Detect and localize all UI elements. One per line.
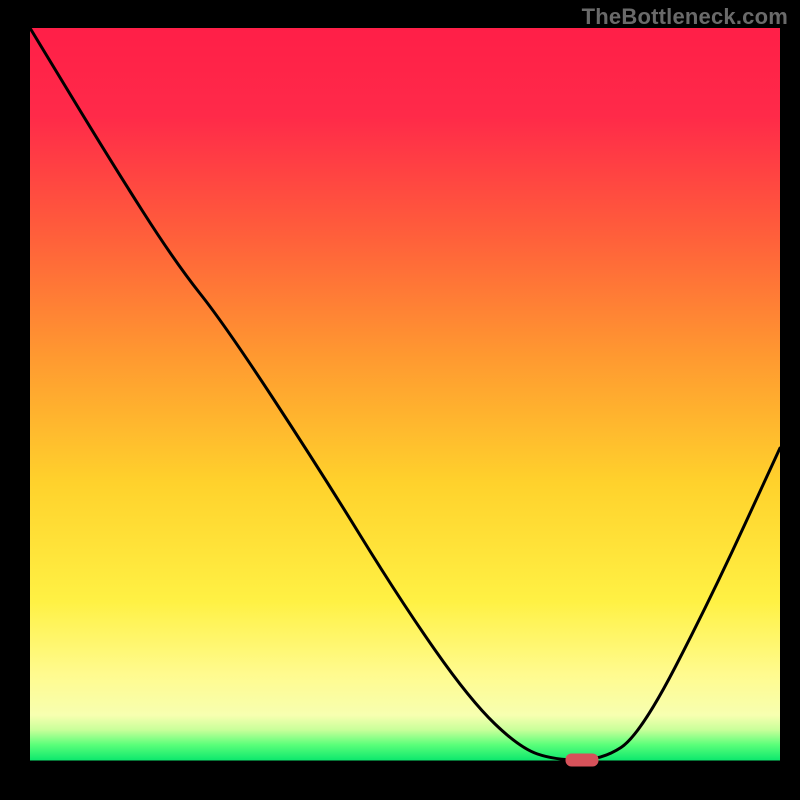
optimal-marker [566,754,599,767]
gradient-plot-area [30,28,780,763]
watermark-text: TheBottleneck.com [582,4,788,30]
bottleneck-chart: TheBottleneck.com [0,0,800,800]
chart-svg [0,0,800,800]
